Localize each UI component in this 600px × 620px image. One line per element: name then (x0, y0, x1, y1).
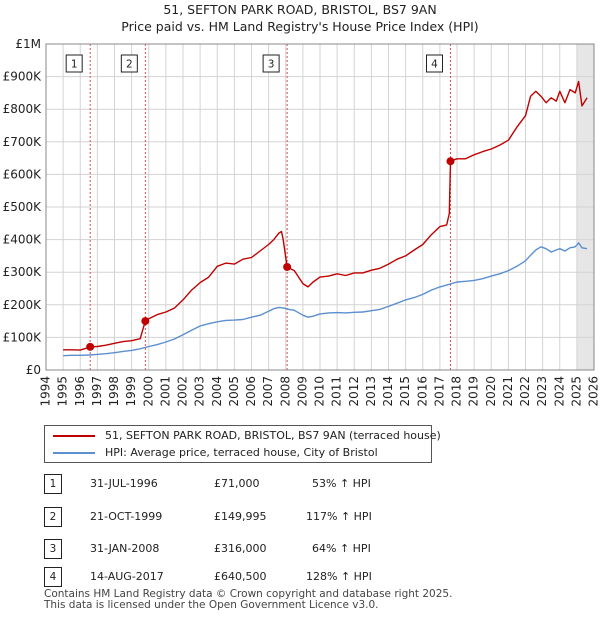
x-tick-label: 2013 (364, 376, 378, 407)
x-tick-label: 2022 (518, 376, 532, 407)
x-tick-label: 2005 (227, 376, 241, 407)
sale-date: 31-JUL-1996 (90, 477, 158, 490)
sale-label-box (425, 54, 443, 73)
x-tick-label: 2019 (467, 376, 481, 407)
sale-hpi-change: 128% ↑ HPI (306, 570, 372, 583)
y-tick-label: £500K (3, 200, 43, 214)
x-tick-label: 2007 (261, 376, 275, 407)
plot-border (45, 43, 595, 371)
sale-date: 21-OCT-1999 (90, 510, 163, 523)
sale-price: £316,000 (214, 542, 267, 555)
sale-point (141, 317, 150, 326)
x-tick-label: 2009 (295, 376, 309, 407)
x-tick-label: 2016 (415, 376, 429, 407)
sale-price: £640,500 (214, 570, 267, 583)
x-tick-label: 2001 (158, 376, 172, 407)
x-tick-label: 2012 (347, 376, 361, 407)
footer-attribution: Contains HM Land Registry data © Crown c… (44, 589, 452, 611)
x-tick-label: 2020 (484, 376, 498, 407)
sale-number-badge: 3 (44, 539, 62, 559)
sale-number-badge: 4 (44, 567, 62, 587)
x-tick-label: 1999 (124, 376, 138, 407)
x-tick-label: 2014 (381, 376, 395, 407)
x-tick-label: 2011 (330, 376, 344, 407)
table-row: 3 31-JAN-2008 £316,000 64% ↑ HPI (44, 539, 434, 559)
chart-subtitle: Price paid vs. HM Land Registry's House … (121, 19, 479, 34)
x-tick-label: 1995 (56, 376, 70, 407)
chart-title: 51, SEFTON PARK ROAD, BRISTOL, BS7 9AN (163, 2, 437, 17)
y-tick-label: £1M (15, 37, 41, 51)
sale-label-number: 1 (71, 59, 78, 71)
table-row: 2 21-OCT-1999 £149,995 117% ↑ HPI (44, 507, 434, 527)
y-tick-label: £300K (3, 265, 43, 279)
sale-number-badge: 1 (44, 474, 62, 494)
y-tick-label: £600K (3, 167, 43, 181)
x-tick-label: 2002 (176, 376, 190, 407)
sale-date: 31-JAN-2008 (90, 542, 160, 555)
sale-date: 14-AUG-2017 (90, 570, 164, 583)
x-tick-label: 2003 (193, 376, 207, 407)
legend-line-property (53, 435, 95, 437)
sale-label-box (120, 54, 138, 73)
x-tick-label: 2004 (210, 376, 224, 407)
x-tick-label: 2006 (244, 376, 258, 407)
sale-label-number: 4 (431, 59, 438, 71)
y-tick-label: £0 (26, 363, 41, 377)
x-tick-label: 1996 (73, 376, 87, 407)
x-tick-label: 2025 (569, 376, 583, 407)
chart-legend: 51, SEFTON PARK ROAD, BRISTOL, BS7 9AN (… (44, 425, 441, 463)
x-tick-label: 2008 (278, 376, 292, 407)
property-series-line (63, 80, 588, 351)
sale-label-box (262, 54, 280, 73)
hpi-series-line (63, 242, 588, 357)
footer-license: This data is licensed under the Open Gov… (44, 599, 379, 611)
y-tick-label: £700K (3, 135, 43, 149)
x-tick-label: 2015 (398, 376, 412, 407)
x-tick-label: 2021 (501, 376, 515, 407)
x-tick-label: 2010 (313, 376, 327, 407)
x-tick-label: 1997 (90, 376, 104, 407)
x-tick-label: 2024 (552, 376, 566, 407)
price-chart: £0 £100K £200K £300K £400K £500K £600K £700K £80… (3, 37, 600, 407)
sale-price: £71,000 (214, 477, 260, 490)
y-tick-label: £800K (3, 102, 43, 116)
sale-hpi-change: 53% ↑ HPI (312, 477, 371, 490)
sale-number-badge: 2 (44, 507, 62, 527)
sale-label-box (65, 54, 83, 73)
y-tick-label: £400K (3, 233, 43, 247)
footer-copyright: Contains HM Land Registry data © Crown c… (44, 588, 453, 600)
table-row: 1 31-JUL-1996 £71,000 53% ↑ HPI (44, 474, 434, 494)
sale-point (446, 157, 455, 166)
sale-label-number: 3 (268, 59, 275, 71)
x-tick-label: 2026 (587, 376, 600, 407)
legend-label-hpi: HPI: Average price, terraced house, City… (105, 446, 378, 459)
sale-point (86, 342, 95, 351)
y-tick-label: £100K (3, 330, 43, 344)
table-row: 4 14-AUG-2017 £640,500 128% ↑ HPI (44, 567, 434, 587)
x-tick-label: 2000 (141, 376, 155, 407)
x-tick-label: 2018 (450, 376, 464, 407)
legend-line-hpi (53, 452, 95, 454)
x-tick-label: 1994 (39, 376, 53, 407)
sale-point (283, 262, 292, 271)
sale-label-number: 2 (126, 59, 133, 71)
x-tick-label: 2017 (432, 376, 446, 407)
y-tick-label: £900K (3, 70, 43, 84)
x-tick-label: 2023 (535, 376, 549, 407)
sale-hpi-change: 117% ↑ HPI (306, 510, 372, 523)
legend-label-property: 51, SEFTON PARK ROAD, BRISTOL, BS7 9AN (… (105, 429, 441, 442)
x-tick-label: 1998 (107, 376, 121, 407)
sale-hpi-change: 64% ↑ HPI (312, 542, 371, 555)
y-tick-label: £200K (3, 298, 43, 312)
sale-price: £149,995 (214, 510, 267, 523)
